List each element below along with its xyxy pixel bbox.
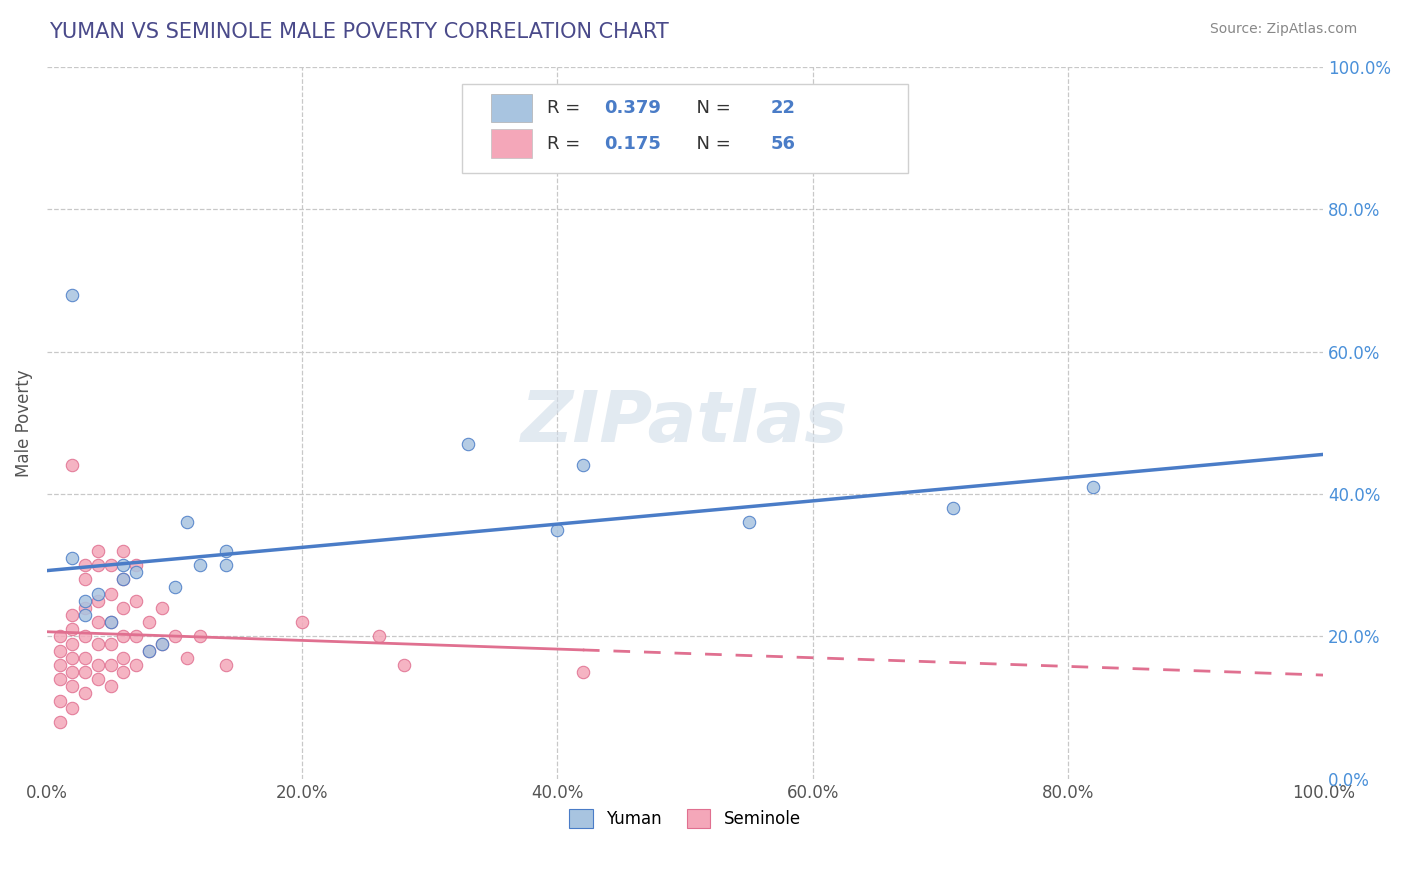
Point — [48, 693, 70, 707]
Text: YUMAN VS SEMINOLE MALE POVERTY CORRELATION CHART: YUMAN VS SEMINOLE MALE POVERTY CORRELATI… — [49, 22, 669, 42]
Point — [572, 458, 595, 473]
Point — [125, 558, 148, 573]
Text: 56: 56 — [770, 135, 796, 153]
FancyBboxPatch shape — [461, 85, 908, 173]
Point — [75, 650, 97, 665]
Point — [942, 501, 965, 516]
Point — [62, 608, 84, 623]
Point — [62, 636, 84, 650]
Point — [138, 643, 160, 657]
Point — [62, 665, 84, 679]
FancyBboxPatch shape — [491, 129, 531, 158]
Point — [87, 594, 110, 608]
Point — [100, 636, 122, 650]
Point — [100, 679, 122, 693]
Point — [100, 615, 122, 630]
Point — [62, 458, 84, 473]
Point — [163, 630, 186, 644]
Point — [75, 573, 97, 587]
Point — [87, 672, 110, 686]
Point — [738, 516, 761, 530]
Point — [112, 573, 135, 587]
Text: 0.175: 0.175 — [605, 135, 661, 153]
Point — [62, 679, 84, 693]
Point — [75, 608, 97, 623]
Point — [572, 665, 595, 679]
Point — [291, 615, 314, 630]
Point — [138, 615, 160, 630]
Point — [150, 601, 173, 615]
Point — [188, 558, 211, 573]
Text: ZIPatlas: ZIPatlas — [522, 388, 849, 458]
Point — [138, 643, 160, 657]
Point — [150, 636, 173, 650]
Y-axis label: Male Poverty: Male Poverty — [15, 369, 32, 476]
Point — [62, 650, 84, 665]
Point — [176, 650, 198, 665]
Point — [48, 657, 70, 672]
Point — [112, 650, 135, 665]
Point — [112, 558, 135, 573]
Point — [125, 566, 148, 580]
Point — [150, 636, 173, 650]
Point — [163, 580, 186, 594]
Point — [75, 601, 97, 615]
Text: N =: N = — [685, 135, 737, 153]
Point — [100, 587, 122, 601]
Point — [112, 601, 135, 615]
Point — [214, 558, 236, 573]
Point — [87, 544, 110, 558]
FancyBboxPatch shape — [491, 94, 531, 122]
Point — [75, 665, 97, 679]
Point — [214, 657, 236, 672]
Point — [87, 657, 110, 672]
Text: R =: R = — [547, 135, 586, 153]
Point — [62, 551, 84, 566]
Point — [48, 630, 70, 644]
Text: 0.379: 0.379 — [605, 99, 661, 117]
Legend: Yuman, Seminole: Yuman, Seminole — [562, 802, 807, 835]
Point — [367, 630, 389, 644]
Point — [112, 630, 135, 644]
Text: 22: 22 — [770, 99, 796, 117]
Point — [176, 516, 198, 530]
Point — [100, 657, 122, 672]
Point — [87, 558, 110, 573]
Point — [62, 700, 84, 714]
Point — [1083, 480, 1105, 494]
Point — [125, 657, 148, 672]
Point — [87, 636, 110, 650]
Point — [75, 594, 97, 608]
Point — [457, 437, 479, 451]
Point — [112, 544, 135, 558]
Point — [112, 573, 135, 587]
Text: N =: N = — [685, 99, 737, 117]
Point — [87, 615, 110, 630]
Point — [75, 558, 97, 573]
Point — [100, 558, 122, 573]
Text: Source: ZipAtlas.com: Source: ZipAtlas.com — [1209, 22, 1357, 37]
Point — [546, 523, 568, 537]
Point — [62, 287, 84, 301]
Point — [75, 686, 97, 700]
Point — [125, 630, 148, 644]
Point — [48, 672, 70, 686]
Point — [48, 714, 70, 729]
Point — [100, 615, 122, 630]
Point — [394, 657, 416, 672]
Point — [62, 623, 84, 637]
Point — [75, 630, 97, 644]
Point — [48, 643, 70, 657]
Text: R =: R = — [547, 99, 586, 117]
Point — [188, 630, 211, 644]
Point — [112, 665, 135, 679]
Point — [125, 594, 148, 608]
Point — [214, 544, 236, 558]
Point — [87, 587, 110, 601]
